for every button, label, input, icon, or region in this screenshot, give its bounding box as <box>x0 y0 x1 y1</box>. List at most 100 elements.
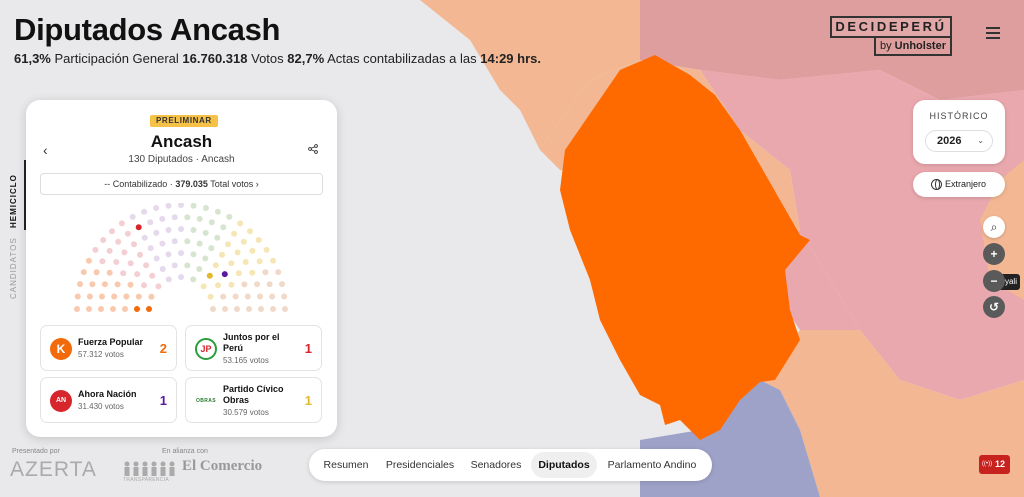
zoom-out-button[interactable]: − <box>983 270 1005 292</box>
alliance-label: En alianza con <box>162 448 208 455</box>
seat-dot <box>178 226 184 232</box>
region-ancash[interactable] <box>560 55 810 440</box>
seat-dot <box>247 228 253 235</box>
party-seats: 2 <box>159 341 167 356</box>
juntos-por-el-peru-logo-icon: JP <box>195 338 217 360</box>
seat-dot <box>244 293 251 300</box>
seat-dot <box>178 203 184 208</box>
minus-icon: − <box>990 274 998 288</box>
seat-dot <box>131 241 137 248</box>
seat-dot <box>141 282 147 289</box>
region-north-pink[interactable] <box>640 0 1024 100</box>
seat-dot <box>269 293 276 300</box>
seat-dot <box>196 266 203 272</box>
historico-label: HISTÓRICO <box>929 111 989 121</box>
seat-dot <box>228 260 235 267</box>
tab-presidenciales[interactable]: Presidenciales <box>385 459 455 471</box>
seat-dot <box>147 245 154 252</box>
region-name: Ancash <box>150 132 213 151</box>
seat-dot <box>202 255 209 262</box>
seat-dot <box>184 262 191 269</box>
reset-view-button[interactable]: ↺ <box>983 296 1005 318</box>
extranjero-button[interactable]: Extranjero <box>913 172 1005 197</box>
party-name: Partido Cívico Obras <box>223 384 284 405</box>
status-badge: PRELIMINAR <box>150 115 218 127</box>
seat-dot <box>232 293 239 300</box>
presented-by-label: Presentado por <box>12 448 60 455</box>
seat-dot <box>141 234 148 241</box>
seat-dot <box>165 251 172 258</box>
seat-dot <box>153 255 160 262</box>
seat-dot <box>184 238 191 245</box>
seat-dot <box>237 220 244 227</box>
tab-senadores[interactable]: Senadores <box>470 459 522 471</box>
menu-icon[interactable] <box>986 27 1000 39</box>
party-seats: 1 <box>159 393 167 408</box>
seat-dot <box>275 269 282 276</box>
tab-resumen[interactable]: Resumen <box>323 459 369 471</box>
seat-dot <box>135 293 142 300</box>
transparencia-logo-icon[interactable] <box>123 460 175 480</box>
year-select[interactable]: 2026 ⌄ <box>925 130 993 152</box>
seat-dot <box>178 274 184 280</box>
fuerza-popular-logo-icon: K <box>50 338 72 360</box>
plus-icon: + <box>990 247 998 261</box>
seat-dot <box>100 237 107 243</box>
seat-dot <box>165 227 172 233</box>
seat-dot <box>263 246 270 253</box>
seat-dot <box>109 228 115 235</box>
seat-dot <box>190 276 197 283</box>
seat-dot <box>99 293 105 300</box>
seat-dot <box>147 219 154 226</box>
seat-dot <box>240 238 247 245</box>
party-name: Juntos por el Perú <box>223 332 280 353</box>
seat-dot <box>124 230 131 237</box>
seat-dot <box>279 281 285 288</box>
seat-dot <box>135 224 142 231</box>
party-card-partido-civico-obras[interactable]: OBRAS Partido Cívico Obras 30.579 votos … <box>185 377 322 423</box>
tab-diputados[interactable]: Diputados <box>531 452 597 478</box>
totals-button[interactable]: -- Contabilizado · 379.035 Total votos › <box>40 173 323 195</box>
party-card-juntos-por-el-peru[interactable]: JP Juntos por el Perú 53.165 votos 1 <box>185 325 322 371</box>
update-time: 14:29 hrs. <box>480 51 541 66</box>
party-card-fuerza-popular[interactable]: K Fuerza Popular 57.312 votos 2 <box>40 325 177 371</box>
seat-dot <box>241 281 248 288</box>
seat-dot <box>85 257 92 264</box>
hemicycle-chart <box>74 203 288 312</box>
seat-dot <box>171 262 178 269</box>
chevron-down-icon: ⌄ <box>977 136 984 145</box>
seat-dot <box>89 281 96 288</box>
region-south-east[interactable] <box>760 330 1024 497</box>
seat-dot <box>106 247 113 254</box>
seat-dot <box>123 293 130 300</box>
seat-dot <box>208 245 215 252</box>
seat-dot <box>246 306 252 312</box>
seat-dot <box>122 306 128 312</box>
party-card-ahora-nacion[interactable]: AN Ahora Nación 31.430 votos 1 <box>40 377 177 423</box>
seat-dot <box>208 219 215 226</box>
party-votes: 31.430 votos <box>78 402 124 411</box>
search-button[interactable]: ⌕ <box>983 216 1005 238</box>
tab-parlamento-andino[interactable]: Parlamento Andino <box>607 459 697 471</box>
brand-logo[interactable]: DECIDEPERÚ by Unholster <box>830 16 952 56</box>
back-button[interactable]: ‹ <box>43 142 48 158</box>
seat-dot <box>134 271 141 278</box>
seat-dot <box>219 251 225 258</box>
ahora-nacion-logo-icon: AN <box>50 390 72 412</box>
live-badge[interactable]: 12 <box>979 455 1010 474</box>
seat-dot <box>171 238 178 245</box>
seat-dot <box>86 293 93 300</box>
share-icon[interactable] <box>308 144 318 154</box>
seat-dot <box>235 270 242 277</box>
seat-dot <box>214 208 221 215</box>
azerta-logo[interactable]: AZERTA <box>10 458 97 481</box>
seat-dot <box>171 214 178 221</box>
seat-dot <box>137 251 143 258</box>
header-stats: 61,3% Participación General 16.760.318 V… <box>14 51 541 66</box>
region-subtitle: 130 Diputados · Ancash <box>128 154 235 165</box>
transparencia-label: TRANSPARENCIA <box>123 477 170 483</box>
zoom-in-button[interactable]: + <box>983 243 1005 265</box>
bottom-nav: Resumen Presidenciales Senadores Diputad… <box>309 449 712 481</box>
el-comercio-logo[interactable]: El Comercio <box>182 458 263 474</box>
seat-dot <box>196 215 203 222</box>
